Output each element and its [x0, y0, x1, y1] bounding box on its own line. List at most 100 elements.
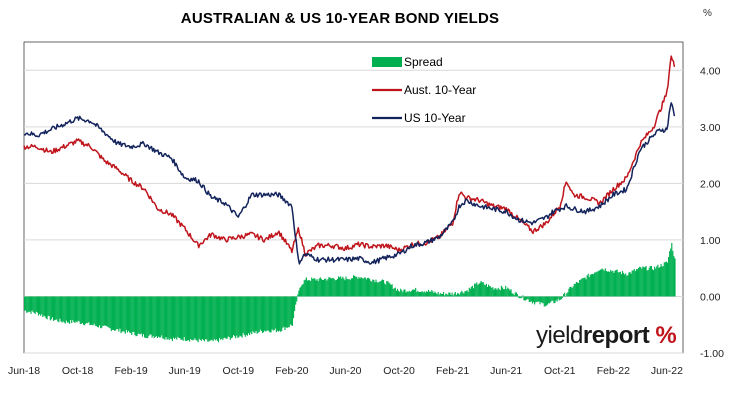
spread-bar [629, 272, 631, 297]
spread-bar [597, 271, 599, 297]
spread-bar [169, 296, 171, 339]
spread-bar [358, 276, 360, 297]
spread-bar [614, 270, 616, 297]
spread-bar [247, 296, 250, 334]
spread-bar [178, 296, 180, 338]
spread-bar [264, 296, 266, 331]
spread-bar [288, 296, 290, 328]
spread-bar [450, 294, 452, 297]
spread-bar [532, 296, 535, 303]
spread-bar [594, 272, 596, 297]
spread-bar [643, 267, 645, 297]
spread-bar [227, 296, 229, 337]
spread-bar [664, 262, 666, 297]
spread-bar [30, 296, 32, 314]
spread-bar [646, 270, 648, 297]
x-tick-label: Oct-19 [223, 365, 255, 377]
spread-bar [216, 296, 219, 341]
logo-text-yield: yield [536, 322, 583, 349]
spread-bar [447, 294, 449, 297]
spread-bar [171, 296, 174, 342]
spread-bar [268, 296, 270, 332]
spread-bar [465, 291, 467, 297]
spread-bar [55, 296, 57, 320]
spread-bar [670, 248, 672, 297]
spread-bar [651, 269, 654, 297]
spread-bar [300, 286, 302, 297]
spread-bar [78, 296, 80, 322]
spread-bar [446, 293, 448, 297]
spread-bar [118, 296, 120, 332]
spread-bar [666, 262, 669, 297]
spread-bar [430, 291, 432, 297]
spread-bar [589, 274, 591, 297]
spread-bar [504, 289, 506, 297]
spread-bar [537, 296, 539, 303]
spread-bar [29, 296, 31, 312]
spread-bar [125, 296, 127, 330]
spread-bar [134, 296, 136, 335]
spread-bar [393, 288, 395, 297]
spread-bar [127, 296, 130, 331]
spread-bar [407, 291, 409, 297]
spread-bar [414, 289, 416, 297]
x-tick-label: Jun-22 [651, 365, 683, 377]
spread-bar [343, 278, 345, 297]
x-tick-label: Feb-22 [597, 365, 630, 377]
spread-bar [521, 296, 523, 299]
spread-bar [104, 296, 106, 326]
spread-bar [449, 292, 451, 297]
spread-bar [72, 296, 74, 321]
spread-bar [655, 268, 657, 297]
spread-bar [618, 272, 620, 297]
spread-bar [231, 296, 234, 338]
y-tick-label: -1.00 [700, 348, 724, 360]
spread-bar [187, 296, 190, 341]
spread-bar [409, 291, 411, 297]
spread-bar [417, 290, 419, 297]
spread-bar [138, 296, 140, 334]
spread-bar [199, 296, 201, 340]
spread-bar [149, 296, 151, 335]
spread-bar [464, 291, 466, 297]
spread-bar [571, 288, 573, 297]
spread-bar [318, 278, 320, 297]
spread-bar [250, 296, 252, 333]
spread-bar [151, 296, 153, 338]
spread-bar [137, 296, 139, 334]
spread-bar [307, 280, 310, 297]
spread-bar [663, 262, 665, 297]
spread-bar [213, 296, 215, 340]
spread-bar [164, 296, 166, 340]
spread-bar [579, 280, 581, 297]
spread-bar [525, 296, 527, 301]
spread-bar [581, 278, 583, 297]
spread-bar [335, 279, 337, 297]
x-tick-label: Jun-20 [329, 365, 361, 377]
spread-bar [228, 296, 230, 338]
x-tick-label: Oct-20 [383, 365, 415, 377]
spread-bar [510, 289, 512, 297]
spread-bar [92, 296, 94, 326]
spread-bar [251, 296, 253, 335]
spread-bar [650, 265, 653, 297]
spread-bar [320, 278, 322, 297]
spread-bar [649, 266, 651, 297]
spread-bar [37, 296, 40, 316]
spread-bar [198, 296, 200, 339]
plot-area [23, 41, 684, 354]
spread-bar [63, 296, 65, 323]
spread-bar [648, 267, 650, 297]
spread-bar [512, 293, 514, 297]
spread-bar [74, 296, 76, 324]
spread-bar [454, 292, 456, 297]
spread-bar [175, 296, 177, 338]
spread-bar [405, 292, 407, 297]
spread-bar [45, 296, 47, 319]
spread-bar [119, 296, 121, 329]
spread-bar [117, 296, 119, 330]
spread-bar [462, 292, 464, 297]
spread-bar [621, 270, 624, 297]
spread-bar [386, 281, 388, 297]
spread-bar [591, 273, 594, 297]
